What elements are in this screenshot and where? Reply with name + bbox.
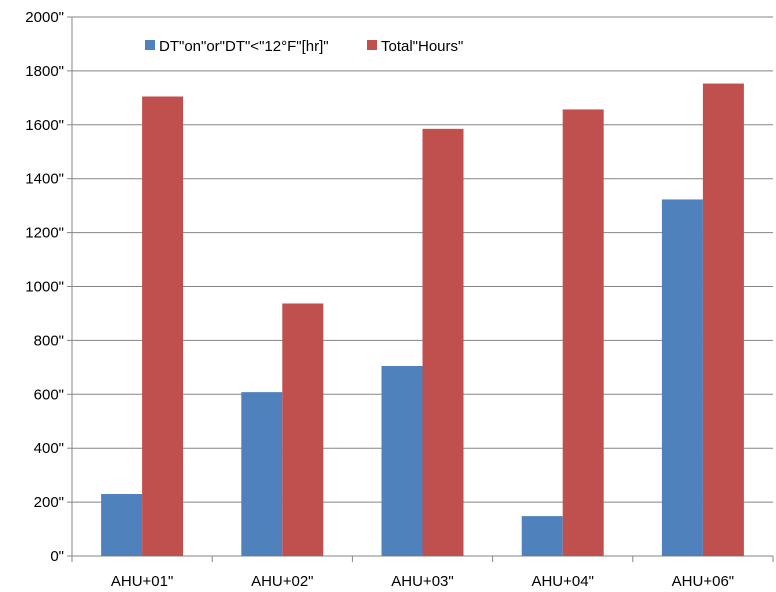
legend-label-total-hours: Total"Hours" bbox=[381, 38, 463, 55]
bar-total-hours bbox=[702, 83, 744, 556]
y-tick-label: 800" bbox=[34, 332, 64, 349]
bar-total-hours bbox=[142, 96, 184, 556]
legend-label-dt-hours: DT"on"or"DT"<"12°F"[hr]" bbox=[159, 38, 329, 55]
x-tick-label: AHU+01" bbox=[111, 573, 173, 590]
y-tick-label: 1400" bbox=[25, 171, 64, 188]
legend-swatch-dt-hours bbox=[145, 40, 155, 50]
y-tick-label: 1600" bbox=[25, 117, 64, 134]
bar-total-hours bbox=[422, 128, 464, 556]
bar-dt-hours bbox=[101, 494, 143, 556]
axes bbox=[71, 17, 774, 562]
bar-dt-hours bbox=[521, 516, 563, 556]
y-axis-tick-labels: 0" 200" 400" 600" 800" 1000" 1200" 1400" 1600" 18… bbox=[25, 9, 64, 565]
x-axis-tick-labels: AHU+01" AHU+02" AHU+03" AHU+04" AHU+06" bbox=[111, 573, 734, 590]
y-tick-label: 0" bbox=[50, 548, 64, 565]
x-tick-label: AHU+06" bbox=[672, 573, 734, 590]
y-tick-label: 400" bbox=[34, 440, 64, 457]
x-tick-label: AHU+04" bbox=[531, 573, 593, 590]
y-tick-label: 1200" bbox=[25, 225, 64, 242]
bar-dt-hours bbox=[661, 199, 703, 556]
x-tick-label: AHU+02" bbox=[251, 573, 313, 590]
bar-total-hours bbox=[282, 303, 324, 556]
y-tick-label: 1000" bbox=[25, 279, 64, 296]
bar-dt-hours bbox=[241, 392, 283, 556]
legend: DT"on"or"DT"<"12°F"[hr]" Total"Hours" bbox=[145, 38, 463, 55]
y-tick-label: 2000" bbox=[25, 9, 64, 26]
bar-dt-hours bbox=[381, 366, 423, 556]
y-tick-label: 1800" bbox=[25, 63, 64, 80]
bars bbox=[101, 83, 744, 556]
legend-swatch-total-hours bbox=[367, 40, 377, 50]
bar-total-hours bbox=[562, 109, 604, 556]
x-tick-label: AHU+03" bbox=[391, 573, 453, 590]
y-tick-label: 200" bbox=[34, 494, 64, 511]
y-tick-label: 600" bbox=[34, 386, 64, 403]
